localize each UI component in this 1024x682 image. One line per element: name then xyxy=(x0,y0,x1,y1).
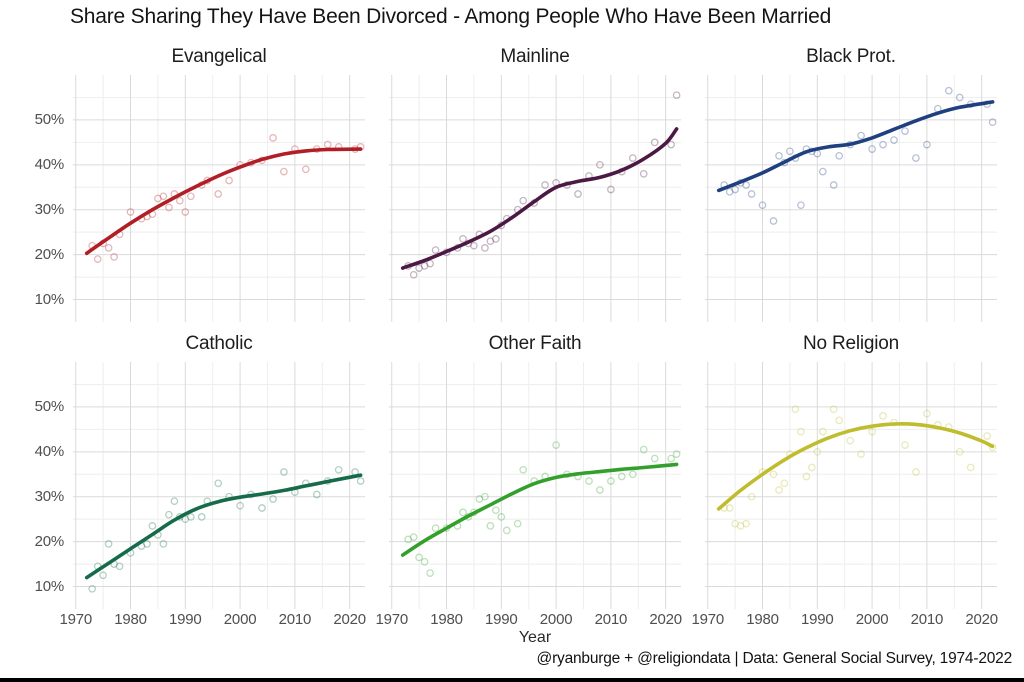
x-tick-label: 1980 xyxy=(746,611,779,628)
facet-title-no-religion: No Religion xyxy=(802,333,900,354)
bottom-border xyxy=(0,678,1024,682)
x-tick-label: 2020 xyxy=(649,611,682,628)
y-tick-label: 30% xyxy=(34,200,65,218)
gridlines xyxy=(73,75,365,322)
trend-line xyxy=(84,147,363,256)
x-tick-label: 1990 xyxy=(801,611,834,628)
gridlines xyxy=(73,362,365,609)
trend-line xyxy=(716,422,995,511)
y-tick-label: 20% xyxy=(34,532,65,550)
scatter-points xyxy=(720,405,997,530)
y-tick-label: 30% xyxy=(34,487,65,505)
x-tick-label: 2010 xyxy=(910,611,944,628)
x-tick-label: 1990 xyxy=(485,611,518,628)
facet-panel-other-faith xyxy=(389,362,681,609)
facet-panel-catholic xyxy=(73,362,365,609)
x-axis-title: Year xyxy=(518,629,552,646)
x-tick-label: 1980 xyxy=(430,611,463,628)
facet-panel-evangelical xyxy=(73,75,365,322)
scatter-points xyxy=(720,86,997,225)
x-tick-label: 2000 xyxy=(539,611,573,628)
chart-caption: @ryanburge + @religiondata | Data: Gener… xyxy=(536,650,1013,667)
x-tick-label: 2020 xyxy=(965,611,998,628)
scatter-points xyxy=(404,91,681,279)
facet-title-other-faith: Other Faith xyxy=(488,333,582,354)
y-tick-label: 50% xyxy=(34,397,65,415)
x-tick-label: 1990 xyxy=(169,611,202,628)
chart-title: Share Sharing They Have Been Divorced - … xyxy=(70,5,832,28)
gridlines xyxy=(705,75,997,322)
facet-title-mainline: Mainline xyxy=(500,46,570,67)
y-tick-label: 40% xyxy=(34,442,65,460)
gridlines xyxy=(705,362,997,609)
y-tick-label: 20% xyxy=(34,245,65,263)
y-tick-label: 40% xyxy=(34,155,65,173)
facet-title-evangelical: Evangelical xyxy=(171,46,267,67)
x-tick-label: 2010 xyxy=(594,611,628,628)
x-tick-label: 1970 xyxy=(59,611,93,628)
y-tick-label: 10% xyxy=(34,290,65,308)
x-tick-label: 2010 xyxy=(278,611,312,628)
facet-title-black-prot: Black Prot. xyxy=(806,46,896,67)
x-tick-label: 1970 xyxy=(691,611,725,628)
x-tick-label: 2020 xyxy=(333,611,366,628)
trend-line xyxy=(716,100,995,193)
facet-panel-no-religion xyxy=(705,362,997,609)
trend-line xyxy=(400,462,679,557)
trend-line xyxy=(84,473,363,580)
x-tick-label: 2000 xyxy=(223,611,257,628)
x-tick-label: 1980 xyxy=(114,611,147,628)
gridlines xyxy=(389,362,681,609)
facet-panel-black-prot xyxy=(705,75,997,322)
x-tick-label: 2000 xyxy=(855,611,889,628)
facet-title-catholic: Catholic xyxy=(185,333,253,354)
x-tick-label: 1970 xyxy=(375,611,409,628)
y-tick-label: 50% xyxy=(34,110,65,128)
gridlines xyxy=(389,75,681,322)
facet-panel-mainline xyxy=(389,75,681,322)
trend-line xyxy=(400,127,679,270)
y-tick-label: 10% xyxy=(34,577,65,595)
